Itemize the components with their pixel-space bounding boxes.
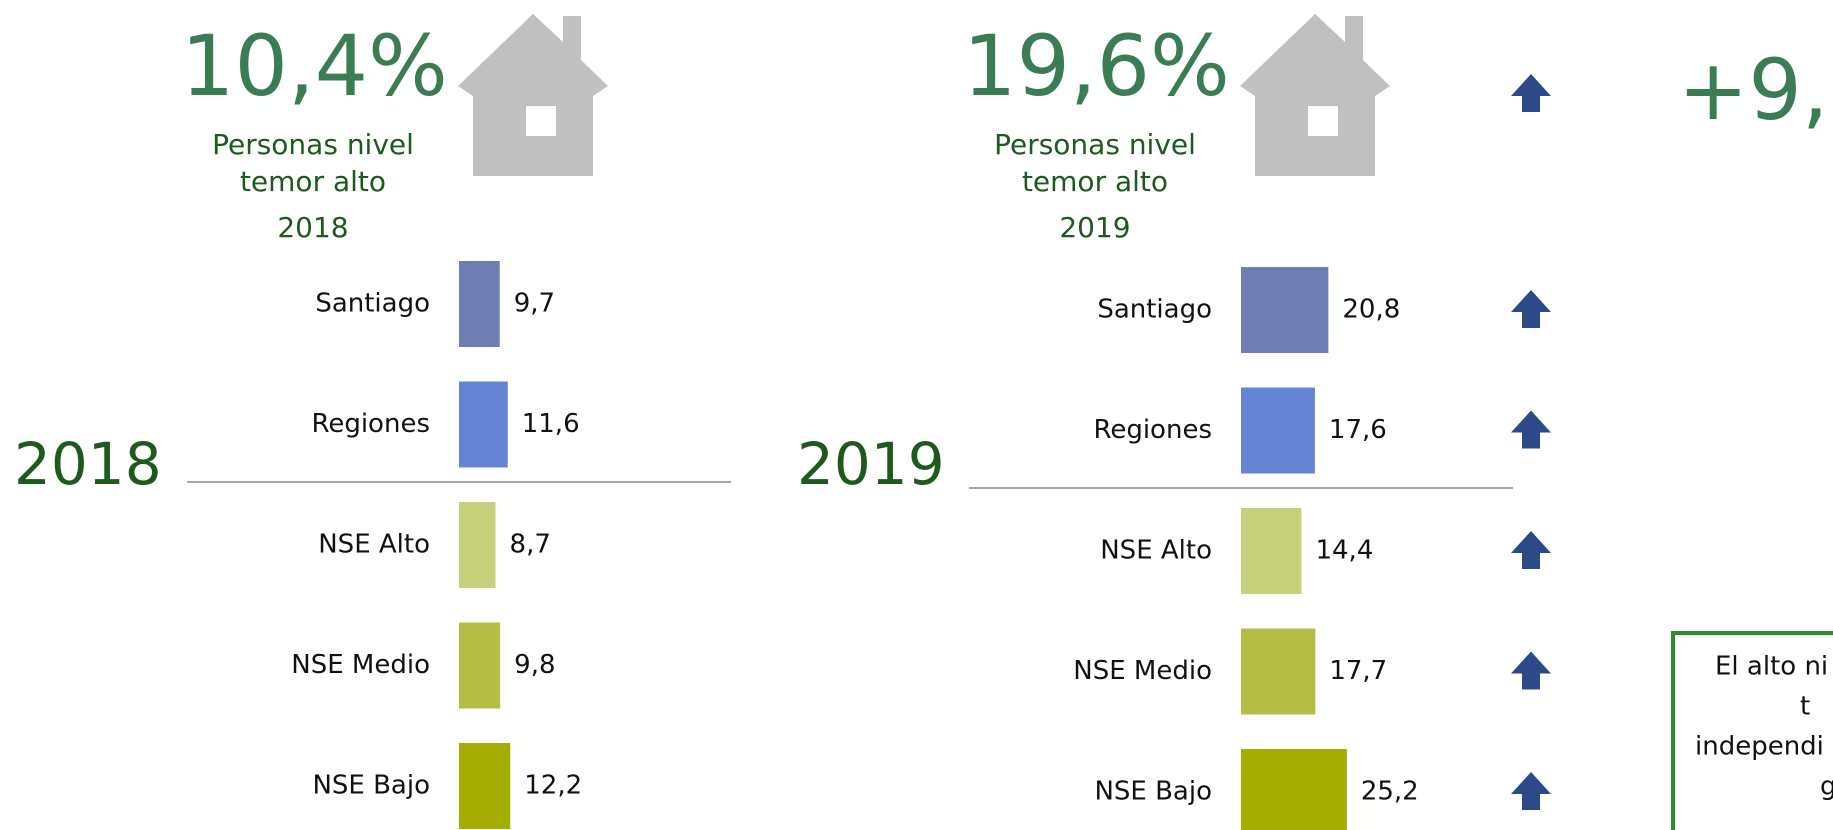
value-label: 8,7 [510,530,551,560]
up-arrow [1511,772,1551,810]
year: 2019 [1059,211,1130,244]
category-label: Regiones [1093,415,1212,445]
up-arrow [1511,531,1551,569]
up-arrow [1511,651,1551,690]
subtitle: temor alto [240,165,386,198]
value-label: 25,2 [1361,777,1419,807]
value-label: 20,8 [1342,295,1400,325]
category-label: NSE Alto [1100,536,1212,566]
value-label: 17,6 [1329,415,1387,445]
house-icon [458,14,608,176]
change: +9,2 [1678,41,1833,139]
value-label: 9,7 [514,289,555,319]
bar [459,502,496,588]
subtitle: Personas nivel [994,128,1196,161]
bar [459,261,500,347]
percent-title: 10,4% [181,17,448,115]
category-label: NSE Alto [318,530,430,560]
bar [1241,749,1347,830]
value-label: 11,6 [522,409,580,439]
house-icon [1240,14,1390,176]
note-line: g [1820,772,1833,802]
note-line: El alto ni [1715,652,1828,682]
category-label: Santiago [315,289,430,319]
up-arrow [1511,410,1551,449]
bar [1241,508,1302,594]
category-label: NSE Medio [291,650,430,680]
category-label: Regiones [311,409,430,439]
category-label: NSE Bajo [312,771,430,801]
bar [1241,628,1316,715]
value-label: 17,7 [1329,656,1387,686]
up-arrow [1511,290,1551,328]
up-arrow [1511,74,1551,112]
bar [1241,387,1315,474]
value-label: 12,2 [524,771,582,801]
value-label: 9,8 [514,650,555,680]
category-label: NSE Bajo [1094,777,1212,807]
percent-title: 19,6% [963,17,1230,115]
subtitle: temor alto [1022,165,1168,198]
category-label: NSE Medio [1073,656,1212,686]
note-box [1671,631,1833,830]
year-label: 2019 [797,430,945,498]
subtitle: Personas nivel [212,128,414,161]
bar [1241,267,1329,353]
note-line: t [1800,692,1810,722]
bar [459,743,511,829]
bar [459,622,501,709]
bar [459,381,508,468]
year: 2018 [277,211,348,244]
value-label: 14,4 [1315,536,1373,566]
year-label: 2018 [14,430,162,498]
category-label: Santiago [1097,295,1212,325]
note-line: independi [1695,732,1824,762]
